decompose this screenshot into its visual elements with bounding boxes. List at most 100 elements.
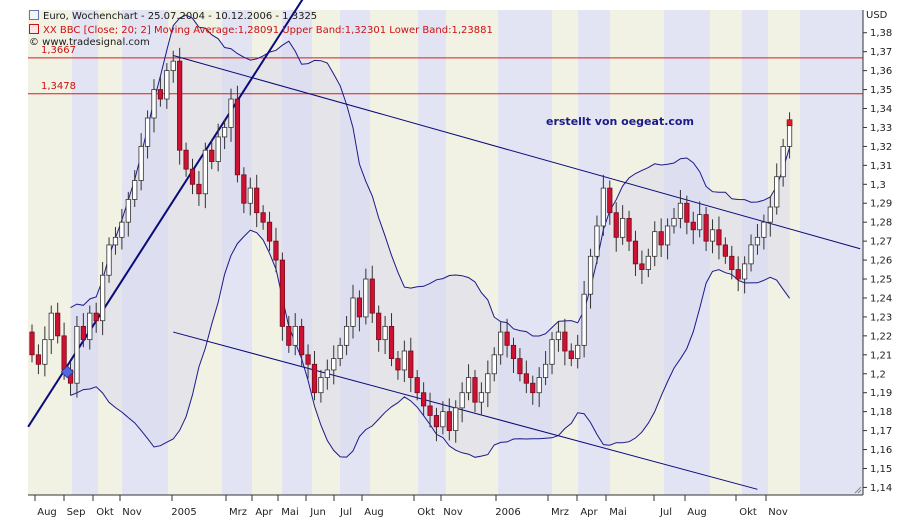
candle-body [202,149,208,195]
candle-body [786,122,793,147]
candle-body [421,392,427,407]
x-tick-label: Sep [67,507,86,518]
candle-body [485,373,491,394]
x-tick-label: Aug [37,507,57,518]
diamond-marker [60,365,74,379]
candles [29,47,793,443]
candle-body [87,312,93,341]
candle-body [761,221,767,238]
candle-body [549,339,555,365]
candle-body [652,231,658,257]
candle-body [183,149,189,170]
candle-body [459,392,465,409]
candle-body [189,168,196,185]
y-tick-label: 1,35 [870,85,892,96]
y-tick-label: 1,29 [870,199,892,210]
candle-body [337,344,343,359]
candle-body [35,354,42,365]
upper-band-line [70,14,791,337]
candle-body [408,350,414,378]
candle-body [305,354,311,365]
y-axis-ticks: 1,38 1,37 1,36 1,35 1,34 1,33 1,32 1,31 1,3 1,29 1… [863,28,892,494]
x-tick-label: 2005 [171,507,196,518]
candle-body [722,244,728,257]
candle-body [324,369,330,378]
candle-body [363,278,369,318]
candle-body [626,217,632,242]
candle-body [241,174,247,204]
y-tick-label: 1,18 [870,407,892,418]
x-tick-label: Mrz [229,507,247,518]
candle-body [767,206,773,223]
candle-body [729,255,735,270]
y-tick-label: 1,17 [870,426,892,437]
candle-body [491,354,497,375]
candle-body [440,411,446,428]
x-axis-ticks: Aug Sep Okt Nov 2005 Mrz Apr Mai Jun Jul Aug Okt Nov… [34,495,788,518]
series-icon [29,10,39,20]
candle-body [55,312,61,337]
candle-body [645,255,651,270]
candle-body [80,325,86,341]
candle-body [106,244,112,276]
chart-title: Euro, Wochenchart - 25.07.2004 - 10.12.2… [29,10,317,23]
candle-body [356,297,363,318]
y-tick-label: 1,25 [870,275,892,286]
x-tick-label: Apr [255,507,273,518]
channel-lower-line [173,331,758,490]
x-tick-label: Nov [443,507,463,518]
y-tick-label: 1,33 [870,123,892,134]
x-tick-label: Nov [768,507,788,518]
currency-label: USD [866,10,888,21]
candle-body [311,363,318,394]
hline-label-1: 1,3667 [41,44,76,56]
y-tick-label: 1,24 [870,293,892,304]
candle-body [247,187,253,204]
candle-body [433,415,440,428]
x-tick-label: Mai [609,507,627,518]
candle-body [388,325,395,359]
watermark: erstellt von oegeat.com [546,115,694,128]
y-tick-label: 1,28 [870,218,892,229]
last-price-marker [786,119,793,127]
y-tick-label: 1,19 [870,388,892,399]
candle-body [568,350,574,359]
month-stripe [800,10,863,495]
band-area [70,15,790,458]
candle-body [279,259,285,327]
candle-body [138,146,144,181]
candle-body [510,344,517,359]
candle-body [716,229,722,246]
y-tick-label: 1,36 [870,66,892,77]
x-tick-label: Mai [281,507,299,518]
candle-body [504,331,510,346]
candle-body [164,70,170,100]
candle-body [266,221,273,242]
candle-body [465,377,472,394]
candle-body [427,405,433,416]
candle-body [292,325,298,346]
month-stripe [72,10,98,495]
resize-grip-icon [854,486,862,494]
candle-body [29,331,35,356]
candle-body [125,199,131,223]
candle-body [498,331,504,356]
candle-body [703,214,709,242]
axes [28,10,864,496]
candle-body [376,312,382,341]
x-tick-label: Mrz [551,507,569,518]
indicator-legend-text: XX BBC [Close; 20; 2] Moving Average:1,2… [43,25,493,36]
candle-body [446,411,452,431]
x-tick-label: Aug [687,507,707,518]
candle-body [774,176,780,208]
y-tick-label: 1,16 [870,445,892,456]
candle-body [600,187,606,227]
candle-body [658,231,664,246]
candle-body [196,183,202,195]
candle-body [260,212,266,223]
candle-body [453,407,459,431]
y-tick-label: 1,37 [870,47,892,58]
candle-body [221,127,228,138]
